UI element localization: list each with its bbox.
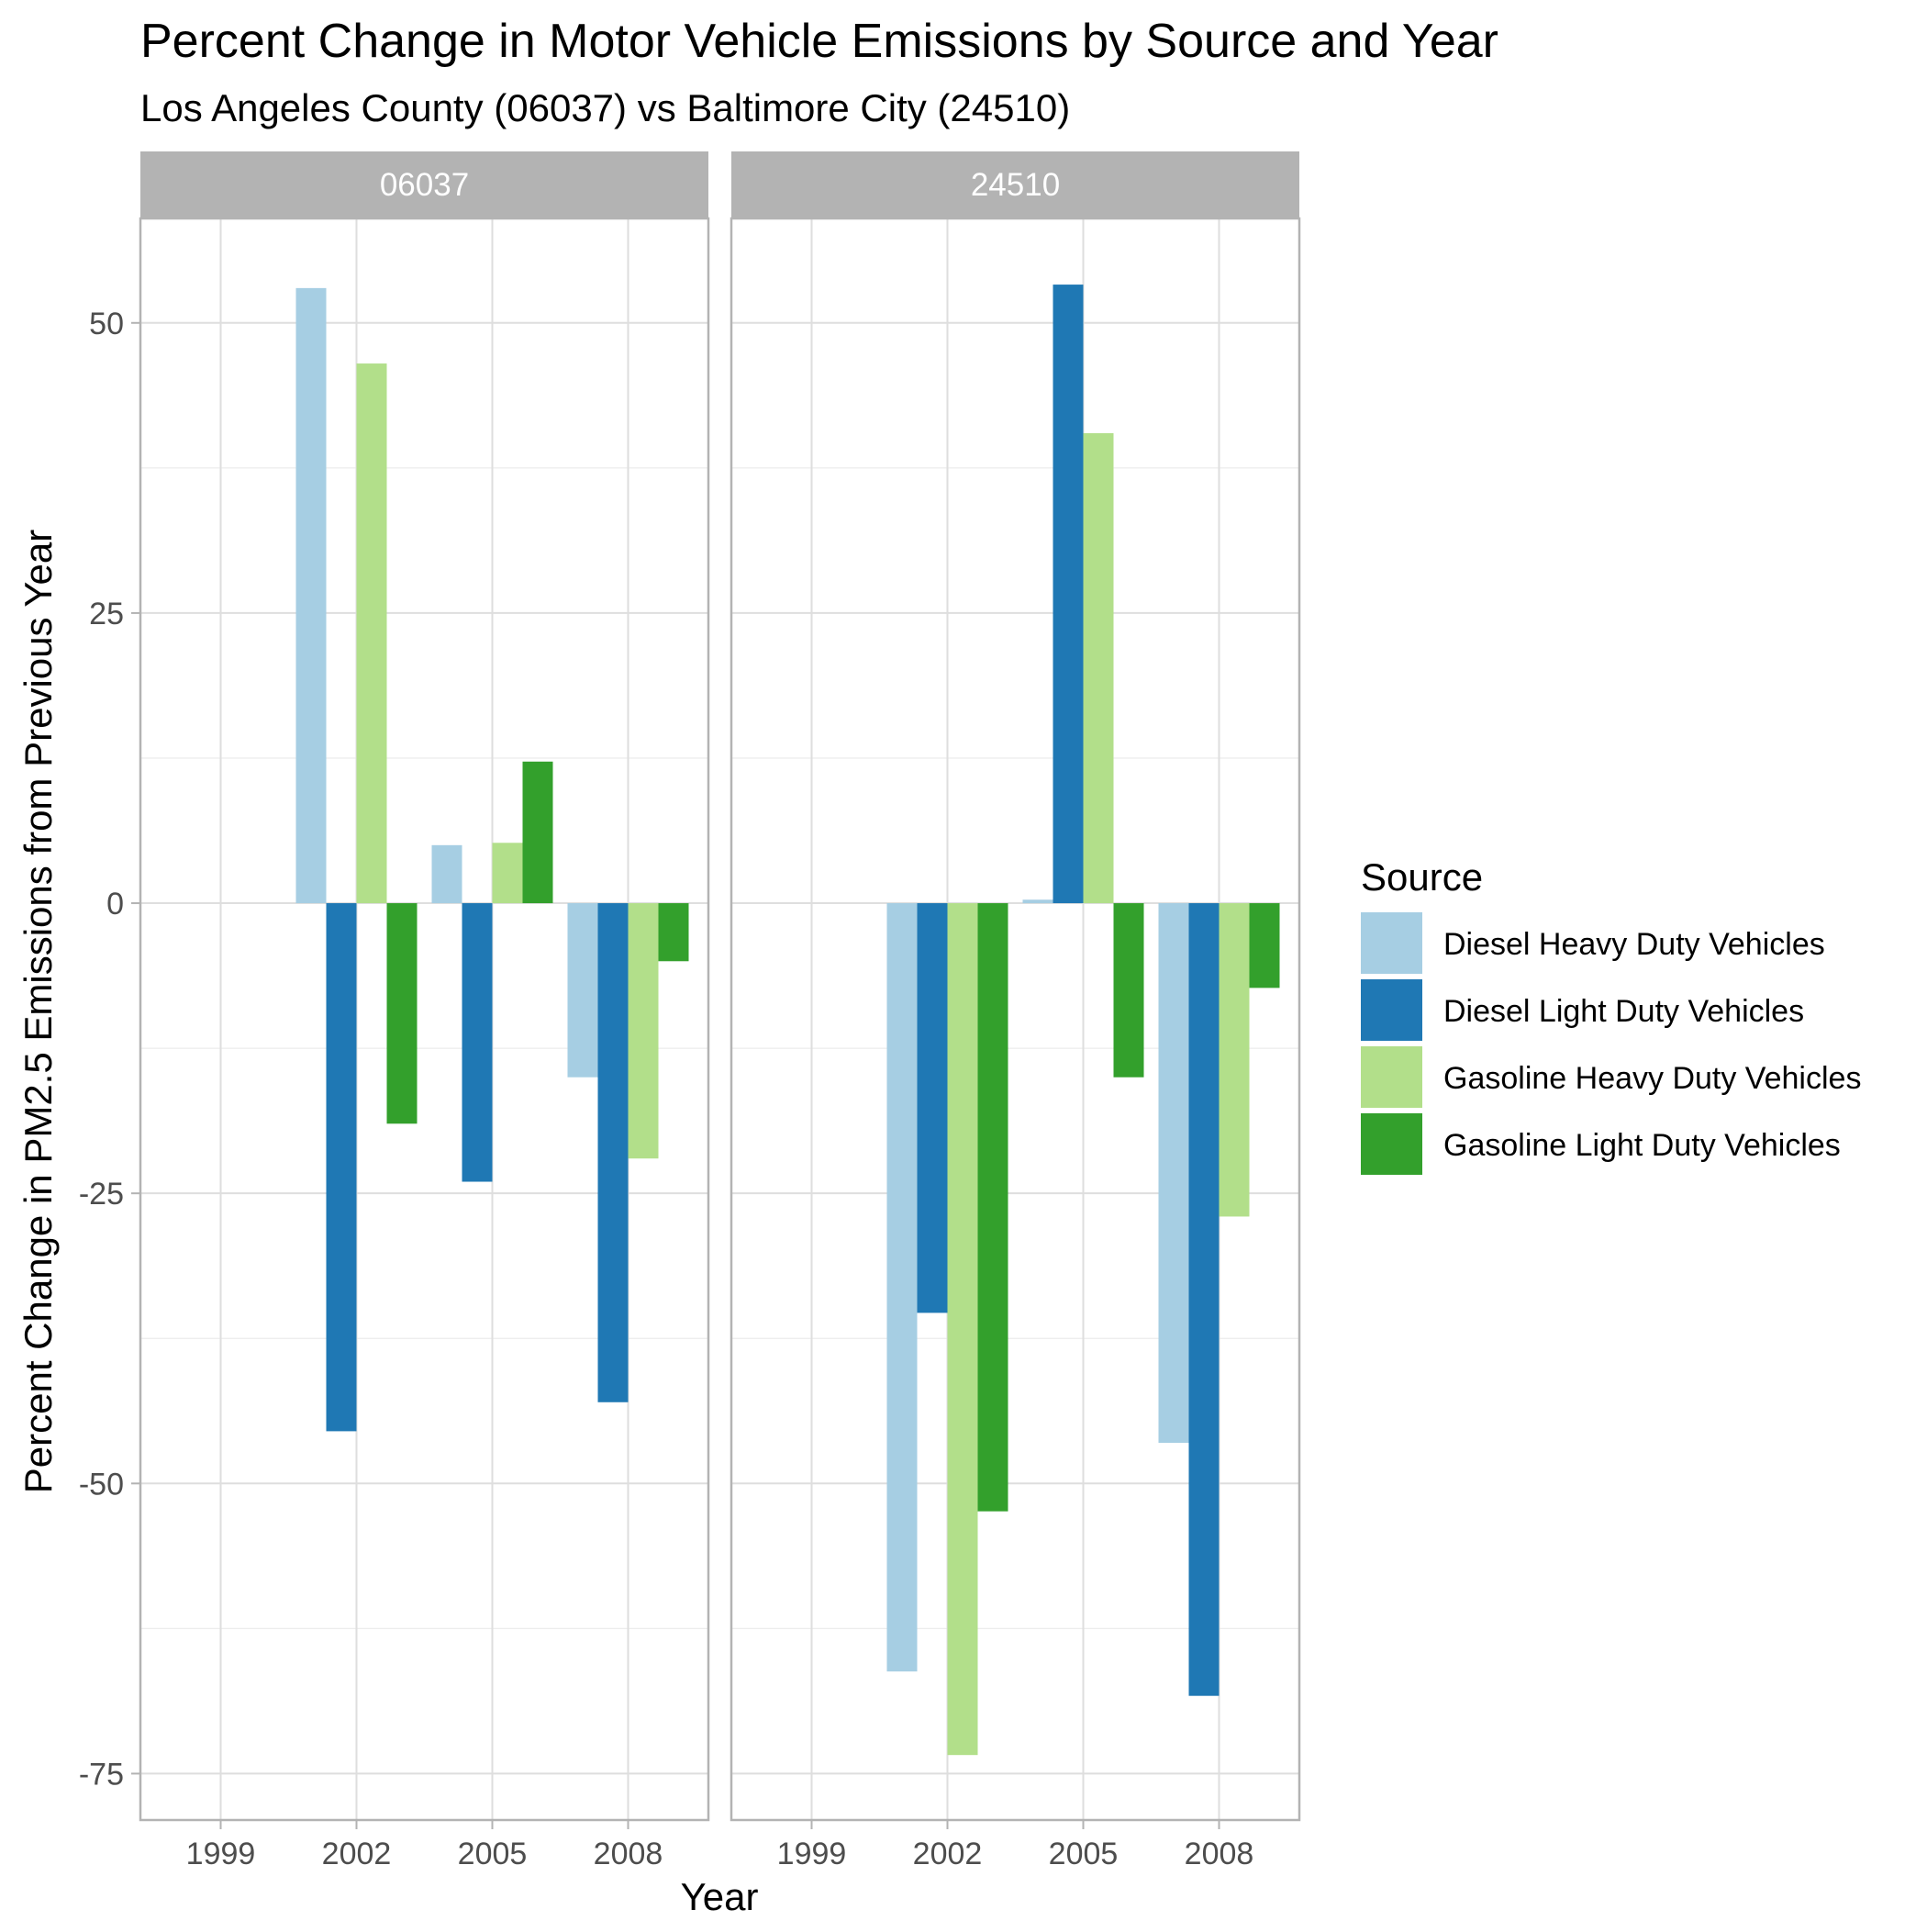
bar — [295, 287, 327, 904]
bar — [628, 903, 659, 1159]
bar — [947, 903, 978, 1756]
facet-panel-24510: 24510 1999 2002 2005 2008 — [730, 151, 1301, 1871]
panel-border — [730, 217, 1301, 1822]
x-tick-label: 2008 — [1185, 1837, 1254, 1871]
legend-swatch — [1361, 979, 1422, 1041]
bar — [462, 903, 493, 1182]
chart-subtitle: Los Angeles County (06037) vs Baltimore … — [140, 86, 1070, 129]
y-axis-title: Percent Change in PM2.5 Emissions from P… — [17, 530, 60, 1494]
bar — [1249, 903, 1280, 988]
bar — [917, 903, 948, 1313]
legend-label: Diesel Heavy Duty Vehicles — [1443, 927, 1825, 962]
bar — [886, 903, 918, 1672]
bar — [1219, 903, 1250, 1217]
bar — [977, 903, 1008, 1512]
bar — [1053, 285, 1084, 904]
panels-layer: 06037 1999 2002 2005 2008 24510 1999 2002 2005 20… — [139, 151, 1301, 1871]
bar — [386, 903, 418, 1124]
y-tick-label: 0 — [106, 887, 124, 921]
x-axis-title: Year — [681, 1875, 759, 1918]
legend-items: Diesel Heavy Duty Vehicles Diesel Light D… — [1361, 912, 1861, 1175]
x-tick-label: 1999 — [777, 1837, 847, 1871]
legend-item: Diesel Light Duty Vehicles — [1361, 979, 1804, 1041]
facet-strip — [731, 151, 1299, 218]
legend-swatch — [1361, 1113, 1422, 1175]
bar — [431, 844, 462, 904]
facet-strip-label: 24510 — [971, 167, 1060, 203]
legend-swatch — [1361, 912, 1422, 974]
chart-title: Percent Change in Motor Vehicle Emission… — [140, 15, 1498, 68]
legend-swatch — [1361, 1046, 1422, 1108]
y-tick-label: 25 — [89, 597, 124, 631]
bar — [326, 903, 357, 1432]
bar — [1188, 903, 1220, 1696]
bar — [567, 903, 598, 1078]
bar — [492, 843, 523, 904]
legend-item: Diesel Heavy Duty Vehicles — [1361, 912, 1825, 974]
y-tick-label: -25 — [79, 1177, 124, 1212]
legend-item: Gasoline Light Duty Vehicles — [1361, 1113, 1841, 1175]
facet-strip-label: 06037 — [380, 167, 469, 203]
y-tick-label: 50 — [89, 307, 124, 341]
legend-title: Source — [1361, 855, 1483, 899]
y-tick-label: -75 — [79, 1757, 124, 1792]
x-tick-label: 2002 — [322, 1837, 392, 1871]
panel-border — [139, 217, 710, 1822]
facet-panel-06037: 06037 1999 2002 2005 2008 — [139, 151, 710, 1871]
bar — [1158, 903, 1189, 1444]
bar — [1083, 432, 1114, 904]
legend-label: Diesel Light Duty Vehicles — [1443, 994, 1804, 1029]
x-tick-label: 2002 — [913, 1837, 983, 1871]
bar — [522, 761, 553, 904]
legend: Source Diesel Heavy Duty VehiclesDiesel … — [1361, 855, 1861, 1175]
bar — [597, 903, 629, 1402]
x-tick-label: 2005 — [458, 1837, 528, 1871]
bar — [1113, 903, 1144, 1078]
bar — [658, 903, 689, 962]
legend-label: Gasoline Light Duty Vehicles — [1443, 1128, 1841, 1163]
legend-label: Gasoline Heavy Duty Vehicles — [1443, 1061, 1861, 1096]
facet-strip — [140, 151, 708, 218]
legend-item: Gasoline Heavy Duty Vehicles — [1361, 1046, 1861, 1108]
y-tick-label: -50 — [79, 1467, 124, 1502]
y-tick-labels: 50 25 0 -25 -50 -75 — [79, 307, 140, 1792]
x-tick-label: 1999 — [186, 1837, 256, 1871]
bar — [356, 363, 387, 904]
x-tick-label: 2008 — [594, 1837, 663, 1871]
bar — [1022, 899, 1053, 904]
x-tick-label: 2005 — [1049, 1837, 1119, 1871]
